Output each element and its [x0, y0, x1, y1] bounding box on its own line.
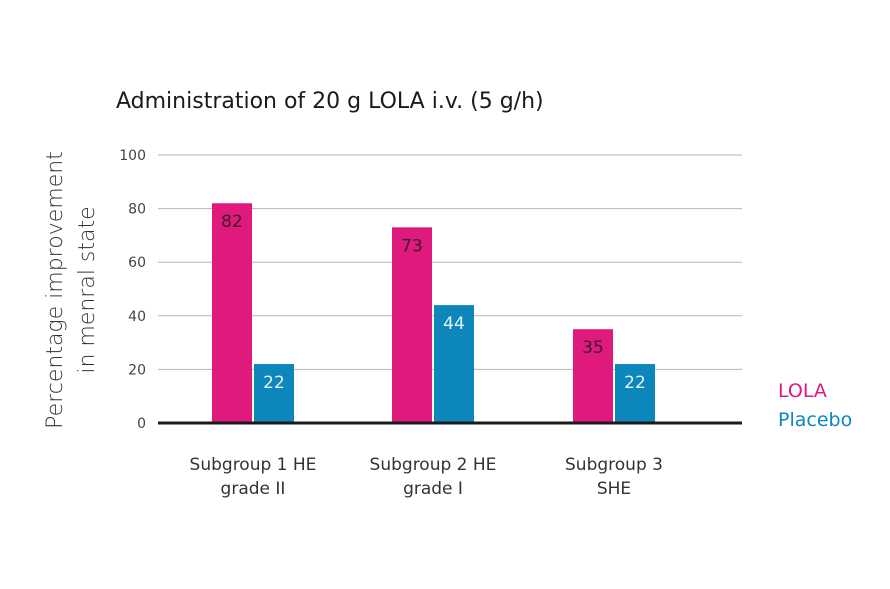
- y-axis-label: Percentage improvement in menral state: [43, 151, 100, 429]
- bar-placebo: [615, 364, 655, 423]
- legend-entry-placebo: Placebo: [778, 409, 852, 431]
- y-tick-label: 60: [128, 255, 146, 271]
- bar-value-label: 73: [401, 236, 423, 256]
- y-axis-label-line-2: in menral state: [75, 206, 100, 373]
- bar-placebo: [254, 364, 294, 423]
- x-tick-label: Subgroup 3 SHE: [565, 455, 663, 499]
- y-tick-label: 20: [128, 362, 146, 378]
- bar-value-label: 22: [624, 373, 646, 393]
- legend: LOLA Placebo: [778, 380, 852, 431]
- y-tick-label: 40: [128, 309, 146, 325]
- x-tick-label: Subgroup 1 HE grade II: [190, 455, 317, 499]
- y-tick-label: 100: [119, 148, 146, 164]
- bar-value-label: 35: [582, 338, 604, 358]
- bar-value-label: 44: [443, 314, 465, 334]
- x-axis-ticks: Subgroup 1 HE grade II Subgroup 2 HE grade …: [190, 455, 663, 499]
- y-tick-label: 80: [128, 202, 146, 218]
- chart-title: Administration of 20 g LOLA i.v. (5 g/h): [116, 89, 544, 114]
- bar-value-label: 82: [221, 212, 243, 232]
- y-axis-label-line-1: Percentage improvement: [43, 151, 68, 429]
- bar-lola: [212, 203, 252, 423]
- bar-lola: [392, 227, 432, 423]
- y-axis-ticks: 0 20 40 60 80 100: [119, 148, 146, 432]
- bar-lola: [573, 329, 613, 423]
- bar-value-label: 22: [263, 373, 285, 393]
- x-tick-label: Subgroup 2 HE grade I: [370, 455, 497, 499]
- bar-placebo: [434, 305, 474, 423]
- bars: 82 22 73 44 35 22: [212, 203, 655, 423]
- legend-entry-lola: LOLA: [778, 380, 827, 402]
- y-tick-label: 0: [137, 416, 146, 432]
